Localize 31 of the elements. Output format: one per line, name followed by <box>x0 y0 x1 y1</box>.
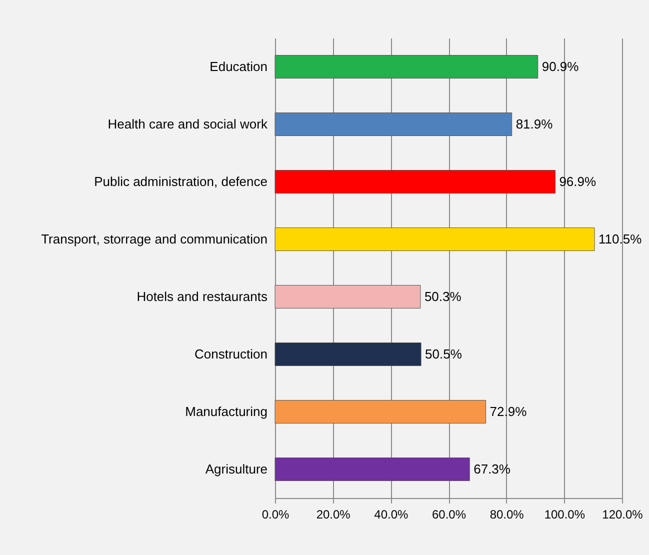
data-label: 81.9% <box>516 116 554 132</box>
data-label: 67.3% <box>474 461 511 476</box>
data-label: 90.9% <box>542 58 580 74</box>
y-tick-label: Construction <box>194 346 268 362</box>
y-tick-label: Education <box>210 58 268 74</box>
x-tick-label: 40.0% <box>374 508 409 522</box>
data-label: 50.5% <box>425 346 462 362</box>
y-tick-label: Agrisulture <box>205 461 268 476</box>
data-label: 72.9% <box>490 404 528 419</box>
data-label: 96.9% <box>559 174 597 189</box>
y-tick-label: Public administration, defence <box>94 174 268 189</box>
x-tick-label: 100.0% <box>544 508 586 522</box>
bar <box>274 112 512 136</box>
bar <box>274 400 486 424</box>
y-tick-label: Transport, storrage and communication <box>41 231 268 246</box>
x-tick-label: 60.0% <box>432 508 466 522</box>
data-label: 50.3% <box>424 288 462 304</box>
y-tick-label: Health care and social work <box>108 116 268 132</box>
bar <box>274 228 595 251</box>
x-tick-label: 80.0% <box>490 508 524 522</box>
y-tick-label: Hotels and restaurants <box>136 288 268 304</box>
bar <box>274 285 421 308</box>
x-tick-label: 120.0% <box>602 508 644 522</box>
bar <box>274 458 470 481</box>
bar <box>274 342 422 366</box>
x-tick-label: 0.0% <box>262 508 290 522</box>
bar <box>274 55 538 78</box>
data-label: 110.5% <box>598 231 642 246</box>
x-tick-label: 20.0% <box>316 508 351 522</box>
y-tick-label: Manufacturing <box>185 404 268 419</box>
bar <box>274 170 556 194</box>
